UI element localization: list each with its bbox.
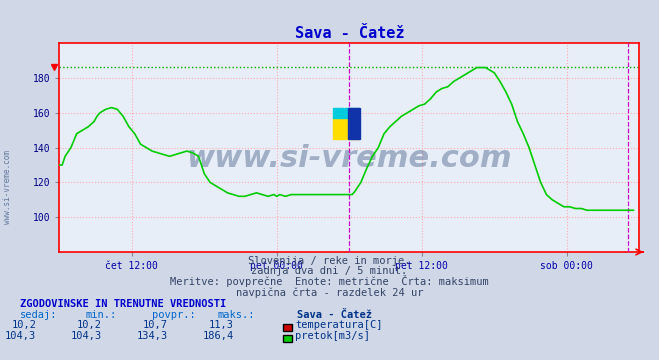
Text: ZGODOVINSKE IN TRENUTNE VREDNOSTI: ZGODOVINSKE IN TRENUTNE VREDNOSTI [20, 299, 226, 309]
Text: Meritve: povprečne  Enote: metrične  Črta: maksimum: Meritve: povprečne Enote: metrične Črta:… [170, 275, 489, 287]
Title: Sava - Čatež: Sava - Čatež [295, 26, 404, 41]
Bar [347, 108, 360, 139]
Text: pretok[m3/s]: pretok[m3/s] [295, 331, 370, 341]
Text: www.si-vreme.com: www.si-vreme.com [186, 144, 512, 172]
Text: 134,3: 134,3 [137, 331, 168, 341]
Text: temperatura[C]: temperatura[C] [295, 320, 383, 330]
Text: 10,2: 10,2 [11, 320, 36, 330]
Text: 104,3: 104,3 [71, 331, 102, 341]
Bar [333, 108, 359, 118]
Text: 11,3: 11,3 [209, 320, 234, 330]
Text: 186,4: 186,4 [203, 331, 234, 341]
Text: Sava - Čatež: Sava - Čatež [297, 310, 372, 320]
Text: www.si-vreme.com: www.si-vreme.com [3, 150, 13, 224]
Text: zadnja dva dni / 5 minut.: zadnja dva dni / 5 minut. [251, 266, 408, 276]
Text: 10,7: 10,7 [143, 320, 168, 330]
Text: navpična črta - razdelek 24 ur: navpična črta - razdelek 24 ur [236, 287, 423, 298]
Bar [333, 118, 359, 139]
Text: min.:: min.: [86, 310, 117, 320]
Text: povpr.:: povpr.: [152, 310, 195, 320]
Text: Slovenija / reke in morje.: Slovenija / reke in morje. [248, 256, 411, 266]
Text: sedaj:: sedaj: [20, 310, 57, 320]
Text: 10,2: 10,2 [77, 320, 102, 330]
Text: maks.:: maks.: [217, 310, 255, 320]
Text: 104,3: 104,3 [5, 331, 36, 341]
